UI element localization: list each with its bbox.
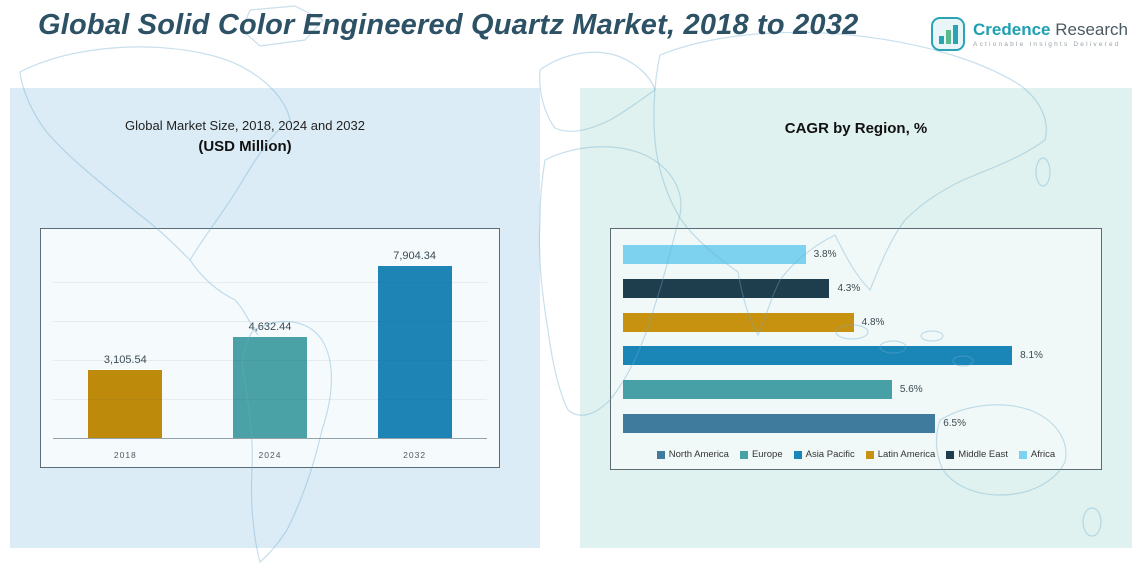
legend-swatch [946,450,955,459]
cagr-chart: 3.8% 4.3% 4.8% 8.1% 5.6% 6.5% North America Eu… [610,228,1102,470]
page-title: Global Solid Color Engineered Quartz Mar… [38,9,859,41]
bar [623,245,806,264]
market-size-panel: Global Market Size, 2018, 2024 and 2032 … [10,88,540,548]
legend-swatch [793,450,802,459]
bar-value-label: 7,904.34 [393,250,437,262]
market-size-chart-subtitle: (USD Million) [198,138,292,155]
bar-value-label: 3.8% [813,249,837,260]
bar-group: 7,904.34 [377,250,452,438]
bar-row: 8.1% [623,346,1089,366]
legend-label: Europe [751,449,783,460]
bar-value-label: 6.5% [943,417,967,429]
cagr-panel: CAGR by Region, % 3.8% 4.3% 4.8% 8.1% 5.6% 6.… [580,88,1132,548]
gridline [53,282,487,283]
legend-item: North America [656,449,729,460]
bar-group: 3,105.54 [88,354,163,438]
legend-swatch [656,450,665,459]
bar-row: 4.8% [623,312,1089,332]
bar-value-label: 3,105.54 [103,354,147,366]
logo-brand-primary: Credence [973,19,1051,39]
credence-research-logo: Credence Research Actionable Insights De… [930,16,1128,52]
logo-brand-secondary: Research [1050,19,1128,39]
x-tick-label: 2018 [113,450,137,460]
market-size-ticks: 2018 2024 2032 [53,450,487,460]
bar-row: 5.6% [623,380,1089,400]
legend-swatch [865,450,874,459]
gridline [53,360,487,361]
bar-value-label: 4,632.44 [248,321,292,333]
legend-label: North America [668,449,729,460]
bar-row: 6.5% [623,413,1089,433]
bar [623,413,936,433]
bar [623,312,854,332]
market-size-chart: 3,105.54 4,632.44 7,904.34 2018 2024 2032 [40,228,500,468]
bar [88,370,163,438]
market-size-chart-title: Global Market Size, 2018, 2024 and 2032 [125,118,365,133]
cagr-chart-title: CAGR by Region, % [784,120,928,137]
legend-label: Asia Pacific [805,449,855,460]
legend-item: Asia Pacific [793,449,855,460]
legend-item: Middle East [946,449,1008,460]
logo-text: Credence Research Actionable Insights De… [973,21,1128,48]
header: Global Solid Color Engineered Quartz Mar… [38,8,1128,52]
cagr-plot: 3.8% 4.3% 4.8% 8.1% 5.6% 6.5% [623,245,1089,433]
bar [623,380,892,400]
bar-row: 4.3% [623,278,1089,298]
x-tick-label: 2024 [258,450,282,460]
market-size-plot: 3,105.54 4,632.44 7,904.34 [53,243,487,439]
legend-item: Europe [739,449,783,460]
legend-swatch [1018,450,1027,459]
bar-row: 3.8% [623,245,1089,264]
logo-brand-name: Credence Research [973,21,1128,38]
bar [377,266,452,438]
legend-label: Latin America [877,449,936,460]
x-tick-label: 2032 [403,450,427,460]
bar [623,346,1013,366]
logo-tagline: Actionable Insights Delivered [973,40,1121,48]
legend-label: Africa [1030,449,1056,460]
bar-value-label: 5.6% [899,384,923,396]
credence-logo-icon [931,17,966,51]
bar [623,278,830,298]
legend-item: Africa [1018,449,1056,460]
bar-value-label: 8.1% [1020,350,1043,362]
legend-label: Middle East [958,449,1008,460]
gridline [53,321,487,322]
legend-item: Latin America [865,449,936,460]
bar [232,337,307,438]
cagr-legend: North America Europe Asia Pacific Latin Ame… [611,449,1101,460]
gridline [53,399,487,400]
legend-swatch [739,450,748,459]
bar-value-label: 4.8% [861,316,885,328]
bar-value-label: 4.3% [837,282,861,294]
bar-group: 4,632.44 [232,321,307,438]
